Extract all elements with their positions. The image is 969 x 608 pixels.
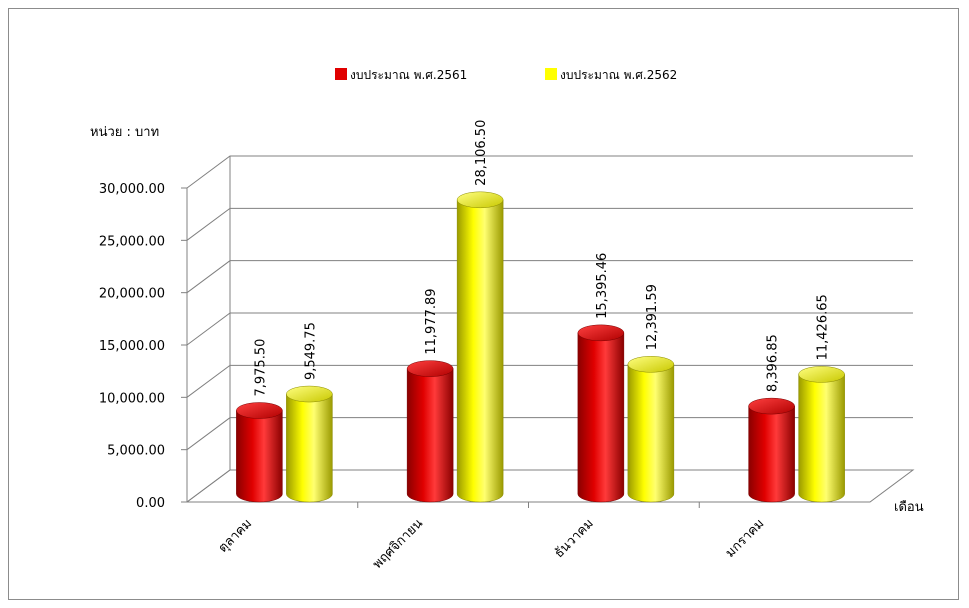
bar-body <box>456 199 504 503</box>
bar <box>627 356 675 503</box>
legend-label: งบประมาณ พ.ศ.2561 <box>350 68 467 82</box>
x-category-label: มกราคม <box>723 516 768 561</box>
y-tick-label: 20,000.00 <box>99 287 165 302</box>
gridline <box>186 364 913 398</box>
bar-top <box>627 356 675 373</box>
gridline <box>186 155 913 189</box>
data-label: 8,396.85 <box>766 334 781 392</box>
data-label: 11,977.89 <box>424 288 439 354</box>
bar <box>406 360 454 503</box>
data-label: 15,395.46 <box>595 253 610 319</box>
x-category-label: ตุลาคม <box>216 516 256 556</box>
bar-top <box>798 366 845 383</box>
bar-top <box>286 385 333 403</box>
bar <box>577 324 625 503</box>
bar-top <box>748 397 795 415</box>
bar <box>748 397 795 503</box>
bar-body <box>748 405 795 503</box>
gridline <box>186 469 913 503</box>
legend: งบประมาณ พ.ศ.2561 งบประมาณ พ.ศ.2562 <box>335 68 677 82</box>
data-label: 9,549.75 <box>303 322 318 380</box>
bar-top <box>456 191 504 209</box>
bar <box>286 385 333 503</box>
legend-label: งบประมาณ พ.ศ.2562 <box>560 68 677 82</box>
y-tick-label: 30,000.00 <box>99 182 165 197</box>
y-tick-label: 15,000.00 <box>99 339 165 354</box>
bar-body <box>286 393 333 503</box>
x-axis-label: เดือน <box>894 499 924 515</box>
y-tick-label: 25,000.00 <box>99 234 165 249</box>
y-tick-label: 5,000.00 <box>107 444 165 459</box>
data-label: 7,975.50 <box>253 339 268 397</box>
bar-body <box>798 374 845 503</box>
bar-top <box>577 324 625 342</box>
bar-body <box>236 410 283 503</box>
bar-body <box>627 364 675 503</box>
gridline <box>186 260 913 294</box>
data-label: 12,391.59 <box>645 284 660 350</box>
bar <box>236 402 283 503</box>
y-axis-unit-label: หน่วย : บาท <box>90 125 159 140</box>
gridline <box>186 312 913 346</box>
gridlines <box>186 155 913 503</box>
bar-top <box>406 360 454 377</box>
x-category-label: ธันวาคม <box>552 516 597 561</box>
x-category-label: พฤศจิกายน <box>370 516 426 572</box>
data-label: 28,106.50 <box>474 120 489 186</box>
bar-body <box>406 368 454 503</box>
bar-top <box>236 402 283 419</box>
y-tick-label: 0.00 <box>136 496 165 511</box>
bar <box>798 366 845 503</box>
data-label: 11,426.65 <box>816 294 831 360</box>
legend-swatch <box>335 68 347 80</box>
gridline <box>186 207 913 241</box>
bar-body <box>577 332 625 503</box>
gridline <box>186 417 913 451</box>
y-tick-label: 10,000.00 <box>99 391 165 406</box>
bars <box>236 191 845 503</box>
data-labels: 7,975.50 9,549.75 11,977.89 28,106.50 15,395… <box>253 120 830 397</box>
bar <box>456 191 504 503</box>
legend-swatch <box>545 68 557 80</box>
